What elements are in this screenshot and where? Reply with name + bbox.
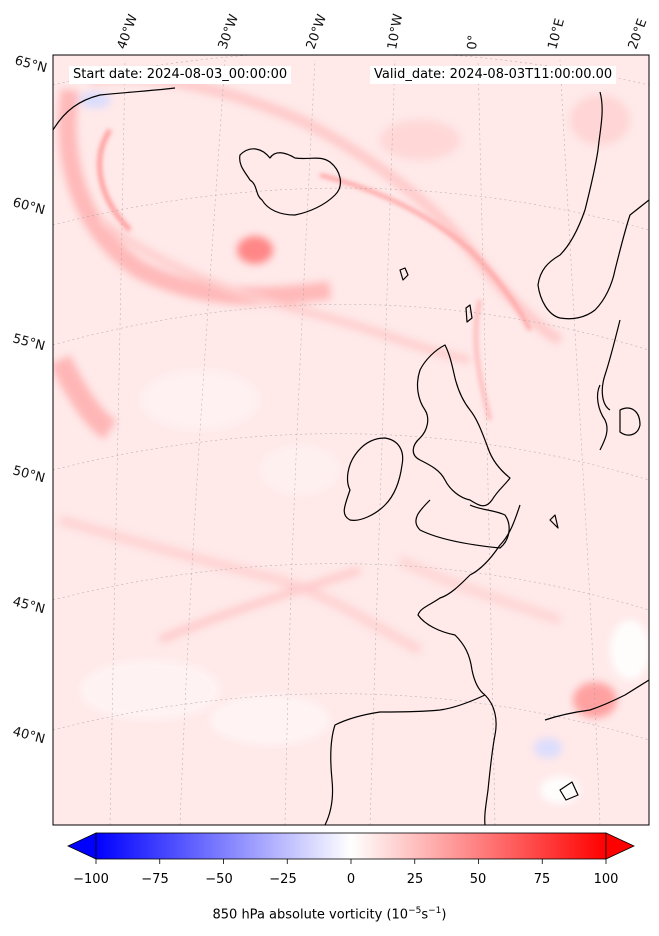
colorbar-tick-label: −50 [205, 872, 233, 887]
colorbar-tick-label: 50 [469, 872, 487, 887]
colorbar-title: 850 hPa absolute vorticity (10−5s−1) [0, 906, 659, 922]
colorbar-tick-label: −100 [73, 872, 109, 887]
colorbar-title-exponent: −5 [408, 906, 422, 916]
colorbar-high-extend [605, 832, 635, 860]
colorbar-tick-label: −25 [269, 872, 297, 887]
colorbar-tick-label: 100 [593, 872, 619, 887]
latitude-labels: 65°N 60°N 55°N 50°N 45°N 40°N [11, 53, 49, 747]
lat-label: 40°N [11, 724, 47, 747]
colorbar-title-main: 850 hPa absolute vorticity (10 [212, 907, 409, 923]
colorbar-tick-label: 0 [346, 872, 356, 887]
colorbar-tick-label: 75 [533, 872, 551, 887]
lat-label: 50°N [11, 463, 47, 486]
lon-label: 0° [465, 34, 481, 50]
colorbar-low-extend [67, 832, 97, 860]
colorbar-tick-label: 25 [406, 872, 424, 887]
colorbar-tick-label: −75 [141, 872, 169, 887]
lat-label: 65°N [13, 53, 49, 76]
lon-label: 10°W [385, 13, 406, 51]
lat-label: 60°N [11, 195, 47, 218]
lon-label: 30°W [216, 12, 242, 51]
colorbar-gradient [95, 832, 607, 860]
colorbar-title-unit: s [421, 907, 429, 923]
start-date-label: Start date: 2024-08-03_00:00:00 [69, 66, 292, 84]
colorbar-title-exponent: −1 [428, 906, 442, 916]
lon-label: 20°W [304, 12, 330, 51]
coastlines [53, 87, 649, 825]
lon-label: 20°E [626, 17, 651, 52]
lon-label: 40°W [115, 12, 141, 51]
lat-label: 45°N [11, 594, 47, 617]
valid-date-label: Valid_date: 2024-08-03T11:00:00.00 [370, 66, 617, 84]
colorbar-title-close: ) [441, 907, 447, 923]
longitude-labels: 40°W 30°W 20°W 10°W 0° 10°E 20°E [115, 12, 651, 51]
map-frame [52, 54, 650, 826]
vorticity-field [53, 55, 649, 825]
colorbar [67, 832, 635, 864]
lat-label: 55°N [11, 331, 47, 354]
lon-label: 10°E [545, 17, 568, 51]
